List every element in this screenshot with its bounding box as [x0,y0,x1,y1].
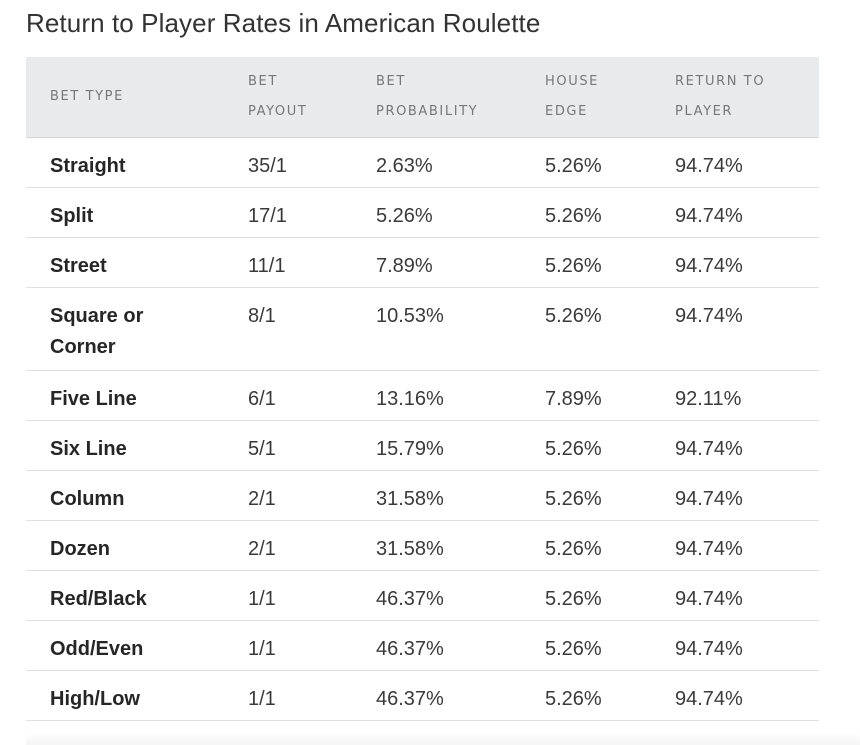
cell-bet-type: Six Line [26,420,224,471]
table-row: Five Line 6/1 13.16% 7.89% 92.11% [26,370,819,421]
header-house-edge: HOUSE EDGE [521,57,651,138]
cell-house-edge: 5.26% [521,187,651,238]
table-row: Straight 35/1 2.63% 5.26% 94.74% [26,137,819,188]
cell-bet-type: Odd/Even [26,620,224,671]
cell-house-edge: 5.26% [521,620,651,671]
cell-bet-type: Five Line [26,370,224,421]
cell-rtp: 94.74% [651,137,819,188]
cell-probability: 5.26% [352,187,521,238]
cell-probability: 31.58% [352,520,521,571]
cell-bet-type: Street [26,237,224,288]
cell-probability: 31.58% [352,470,521,521]
table-row: Odd/Even 1/1 46.37% 5.26% 94.74% [26,620,819,671]
cell-rtp: 94.74% [651,287,819,371]
cell-payout: 2/1 [224,520,352,571]
cell-probability: 2.63% [352,137,521,188]
cell-house-edge: 7.89% [521,370,651,421]
header-bet-probability-line1: BET [376,74,406,89]
cell-rtp: 94.74% [651,620,819,671]
cell-bet-type: Square or Corner [26,287,224,371]
cell-payout: 1/1 [224,570,352,621]
cell-rtp: 94.74% [651,470,819,521]
header-bet-payout: BET PAYOUT [224,57,352,138]
cell-probability: 7.89% [352,237,521,288]
cell-rtp: 94.74% [651,520,819,571]
table-row: Street 11/1 7.89% 5.26% 94.74% [26,237,819,288]
cell-payout: 17/1 [224,187,352,238]
cell-house-edge: 5.26% [521,520,651,571]
cell-probability: 10.53% [352,287,521,371]
header-bet-type: BET TYPE [26,57,224,138]
table-row: High/Low 1/1 46.37% 5.26% 94.74% [26,670,819,721]
cell-probability: 46.37% [352,620,521,671]
cell-probability: 15.79% [352,420,521,471]
table-body: Straight 35/1 2.63% 5.26% 94.74% Split 1… [26,137,819,721]
cell-bet-type: Split [26,187,224,238]
cell-payout: 35/1 [224,137,352,188]
bottom-fade-shadow [26,733,860,745]
header-bet-probability: BET PROBABILITY [352,57,521,138]
table-row: Dozen 2/1 31.58% 5.26% 94.74% [26,520,819,571]
cell-probability: 46.37% [352,670,521,721]
cell-bet-type: Column [26,470,224,521]
cell-house-edge: 5.26% [521,570,651,621]
header-row: BET TYPE BET PAYOUT BET PROBABILITY HOUS… [26,57,819,138]
table-row: Column 2/1 31.58% 5.26% 94.74% [26,470,819,521]
header-bet-type-line1: BET TYPE [50,89,124,104]
cell-bet-type: Red/Black [26,570,224,621]
cell-rtp: 94.74% [651,570,819,621]
cell-bet-type-line1: Square or [50,305,144,327]
table-row: Split 17/1 5.26% 5.26% 94.74% [26,187,819,238]
cell-rtp: 94.74% [651,670,819,721]
cell-bet-type-line2: Corner [50,336,116,358]
cell-rtp: 92.11% [651,370,819,421]
header-return-to-player: RETURN TO PLAYER [651,57,819,138]
header-return-to-player-line2: PLAYER [675,104,734,119]
header-house-edge-line2: EDGE [545,104,588,119]
table-row: Red/Black 1/1 46.37% 5.26% 94.74% [26,570,819,621]
cell-house-edge: 5.26% [521,670,651,721]
cell-house-edge: 5.26% [521,287,651,371]
cell-bet-type: Straight [26,137,224,188]
rtp-table-container: BET TYPE BET PAYOUT BET PROBABILITY HOUS… [26,57,819,721]
header-bet-payout-line1: BET [248,74,278,89]
cell-payout: 11/1 [224,237,352,288]
cell-payout: 8/1 [224,287,352,371]
cell-bet-type: High/Low [26,670,224,721]
header-return-to-player-line1: RETURN TO [675,74,766,89]
cell-payout: 2/1 [224,470,352,521]
header-house-edge-line1: HOUSE [545,74,599,89]
rtp-table: BET TYPE BET PAYOUT BET PROBABILITY HOUS… [26,57,819,721]
cell-payout: 1/1 [224,620,352,671]
table-header: BET TYPE BET PAYOUT BET PROBABILITY HOUS… [26,57,819,138]
cell-bet-type: Dozen [26,520,224,571]
cell-payout: 5/1 [224,420,352,471]
cell-rtp: 94.74% [651,237,819,288]
header-bet-payout-line2: PAYOUT [248,104,308,119]
cell-payout: 1/1 [224,670,352,721]
cell-probability: 13.16% [352,370,521,421]
table-row: Square or Corner 8/1 10.53% 5.26% 94.74% [26,287,819,371]
cell-rtp: 94.74% [651,420,819,471]
header-bet-probability-line2: PROBABILITY [376,104,479,119]
cell-house-edge: 5.26% [521,137,651,188]
cell-house-edge: 5.26% [521,470,651,521]
cell-probability: 46.37% [352,570,521,621]
cell-rtp: 94.74% [651,187,819,238]
table-row: Six Line 5/1 15.79% 5.26% 94.74% [26,420,819,471]
page-title: Return to Player Rates in American Roule… [26,8,541,38]
cell-house-edge: 5.26% [521,420,651,471]
cell-payout: 6/1 [224,370,352,421]
cell-house-edge: 5.26% [521,237,651,288]
